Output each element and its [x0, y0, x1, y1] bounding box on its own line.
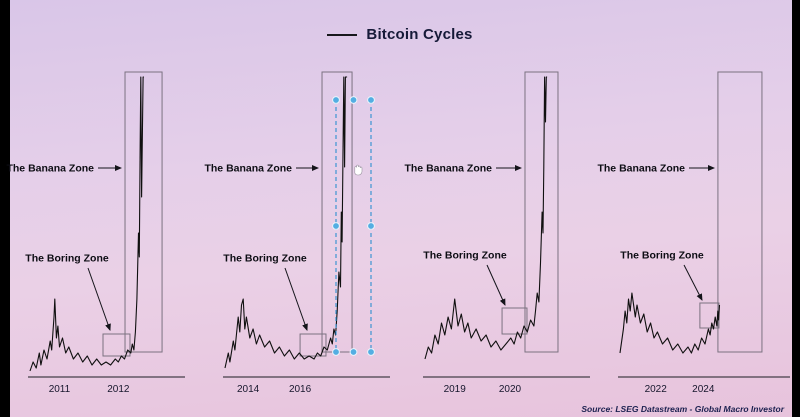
chart-header: Bitcoin Cycles [0, 26, 800, 43]
boring-zone-arrow [683, 264, 703, 301]
left-black-bar [0, 0, 10, 417]
selection-handle[interactable] [332, 222, 340, 230]
right-black-bar [792, 0, 800, 417]
boring-zone-label: The Boring Zone [423, 250, 507, 262]
selection-overlay [332, 96, 375, 356]
x-tick-label: 2011 [49, 384, 71, 395]
boring-zone-label: The Boring Zone [223, 253, 307, 265]
cycle-panel-4: 2022 2024 The Banana Zone The Boring Zone [597, 71, 790, 395]
price-line [619, 292, 721, 354]
price-line [224, 76, 348, 369]
legend-line-mark [327, 33, 358, 36]
cycle-panel-3: 2019 2020 The Banana Zone The Boring Zone [404, 71, 590, 395]
boring-zone-label: The Boring Zone [620, 250, 704, 262]
selection-handle[interactable] [367, 96, 375, 104]
boring-zone-box [299, 333, 327, 357]
x-tick-label: 2022 [645, 384, 668, 395]
selection-handle[interactable] [349, 348, 358, 356]
x-tick-label: 2016 [289, 384, 312, 395]
banana-zone-box [124, 71, 163, 353]
banana-zone-label: The Banana Zone [204, 163, 292, 175]
price-line [29, 76, 144, 372]
selection-handle[interactable] [332, 348, 340, 356]
boring-zone-arrow [284, 267, 308, 331]
banana-zone-label: The Banana Zone [404, 163, 492, 175]
boring-zone-box [501, 307, 528, 335]
cycle-panel-1: 2011 2012 The Banana Zone The Boring Zone [6, 71, 185, 395]
x-tick-label: 2019 [444, 384, 467, 395]
boring-zone-arrow [87, 267, 111, 331]
banana-zone-label: The Banana Zone [6, 163, 94, 175]
x-tick-label: 2020 [499, 384, 522, 395]
hand-cursor-shape [354, 164, 363, 176]
boring-zone-arrow [486, 264, 506, 306]
source-credit: Source: LSEG Datastream - Global Macro I… [581, 404, 784, 414]
hand-cursor-icon [354, 164, 363, 176]
cycle-panel-2: 2014 2016 The Banana Zone The Boring Zone [204, 71, 390, 395]
selection-handle[interactable] [332, 96, 340, 104]
banana-zone-label: The Banana Zone [597, 163, 685, 175]
selection-handle[interactable] [367, 348, 375, 356]
boring-zone-label: The Boring Zone [25, 253, 109, 265]
boring-zone-box [102, 333, 131, 357]
chart-title: Bitcoin Cycles [366, 26, 473, 43]
x-tick-label: 2012 [107, 384, 130, 395]
banana-zone-box [717, 71, 763, 353]
selection-handle[interactable] [349, 96, 358, 104]
selection-handle[interactable] [367, 222, 375, 230]
x-tick-label: 2024 [692, 384, 715, 395]
banana-zone-box [524, 71, 559, 353]
x-tick-label: 2014 [237, 384, 260, 395]
price-line [424, 76, 548, 360]
